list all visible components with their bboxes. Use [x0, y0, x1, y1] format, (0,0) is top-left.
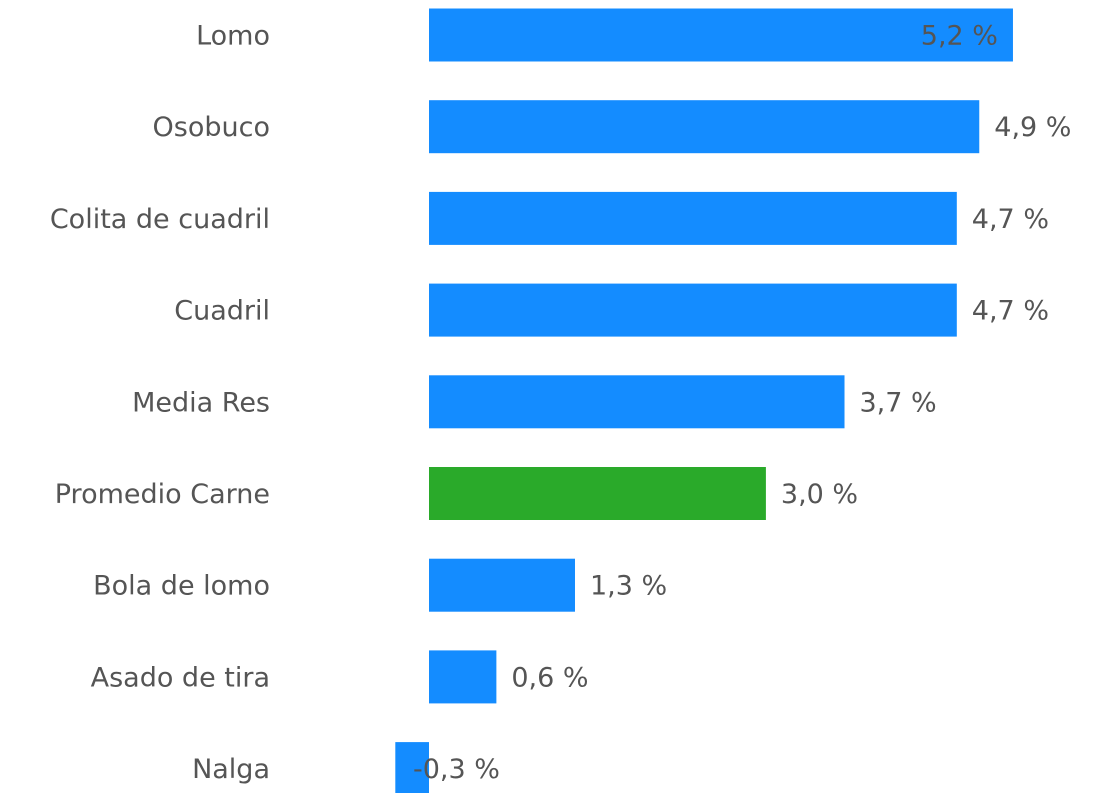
- value-label: 4,7 %: [972, 296, 1049, 327]
- category-label: Promedio Carne: [55, 479, 270, 510]
- bar: [429, 558, 575, 612]
- value-label: 5,2 %: [921, 21, 998, 52]
- bar: [429, 100, 980, 154]
- bar: [429, 8, 1013, 62]
- category-label: Colita de cuadril: [50, 204, 270, 235]
- bar: [429, 375, 845, 429]
- value-label: 3,0 %: [781, 479, 858, 510]
- category-label: Media Res: [132, 387, 270, 418]
- bar: [429, 650, 497, 704]
- category-label: Cuadril: [174, 296, 270, 327]
- value-label: -0,3 %: [413, 754, 500, 785]
- value-label: 0,6 %: [511, 662, 588, 693]
- category-label: Osobuco: [153, 112, 270, 143]
- bar: [395, 742, 429, 793]
- bar: [429, 467, 766, 520]
- category-label: Bola de lomo: [93, 571, 270, 602]
- value-label: 4,9 %: [994, 112, 1071, 143]
- category-label: Asado de tira: [91, 662, 270, 693]
- category-label: Nalga: [192, 754, 270, 785]
- value-label: 1,3 %: [590, 571, 667, 602]
- bar: [429, 283, 957, 337]
- value-label: 4,7 %: [972, 204, 1049, 235]
- category-label: Lomo: [196, 21, 270, 52]
- bar: [429, 191, 957, 245]
- value-label: 3,7 %: [860, 387, 937, 418]
